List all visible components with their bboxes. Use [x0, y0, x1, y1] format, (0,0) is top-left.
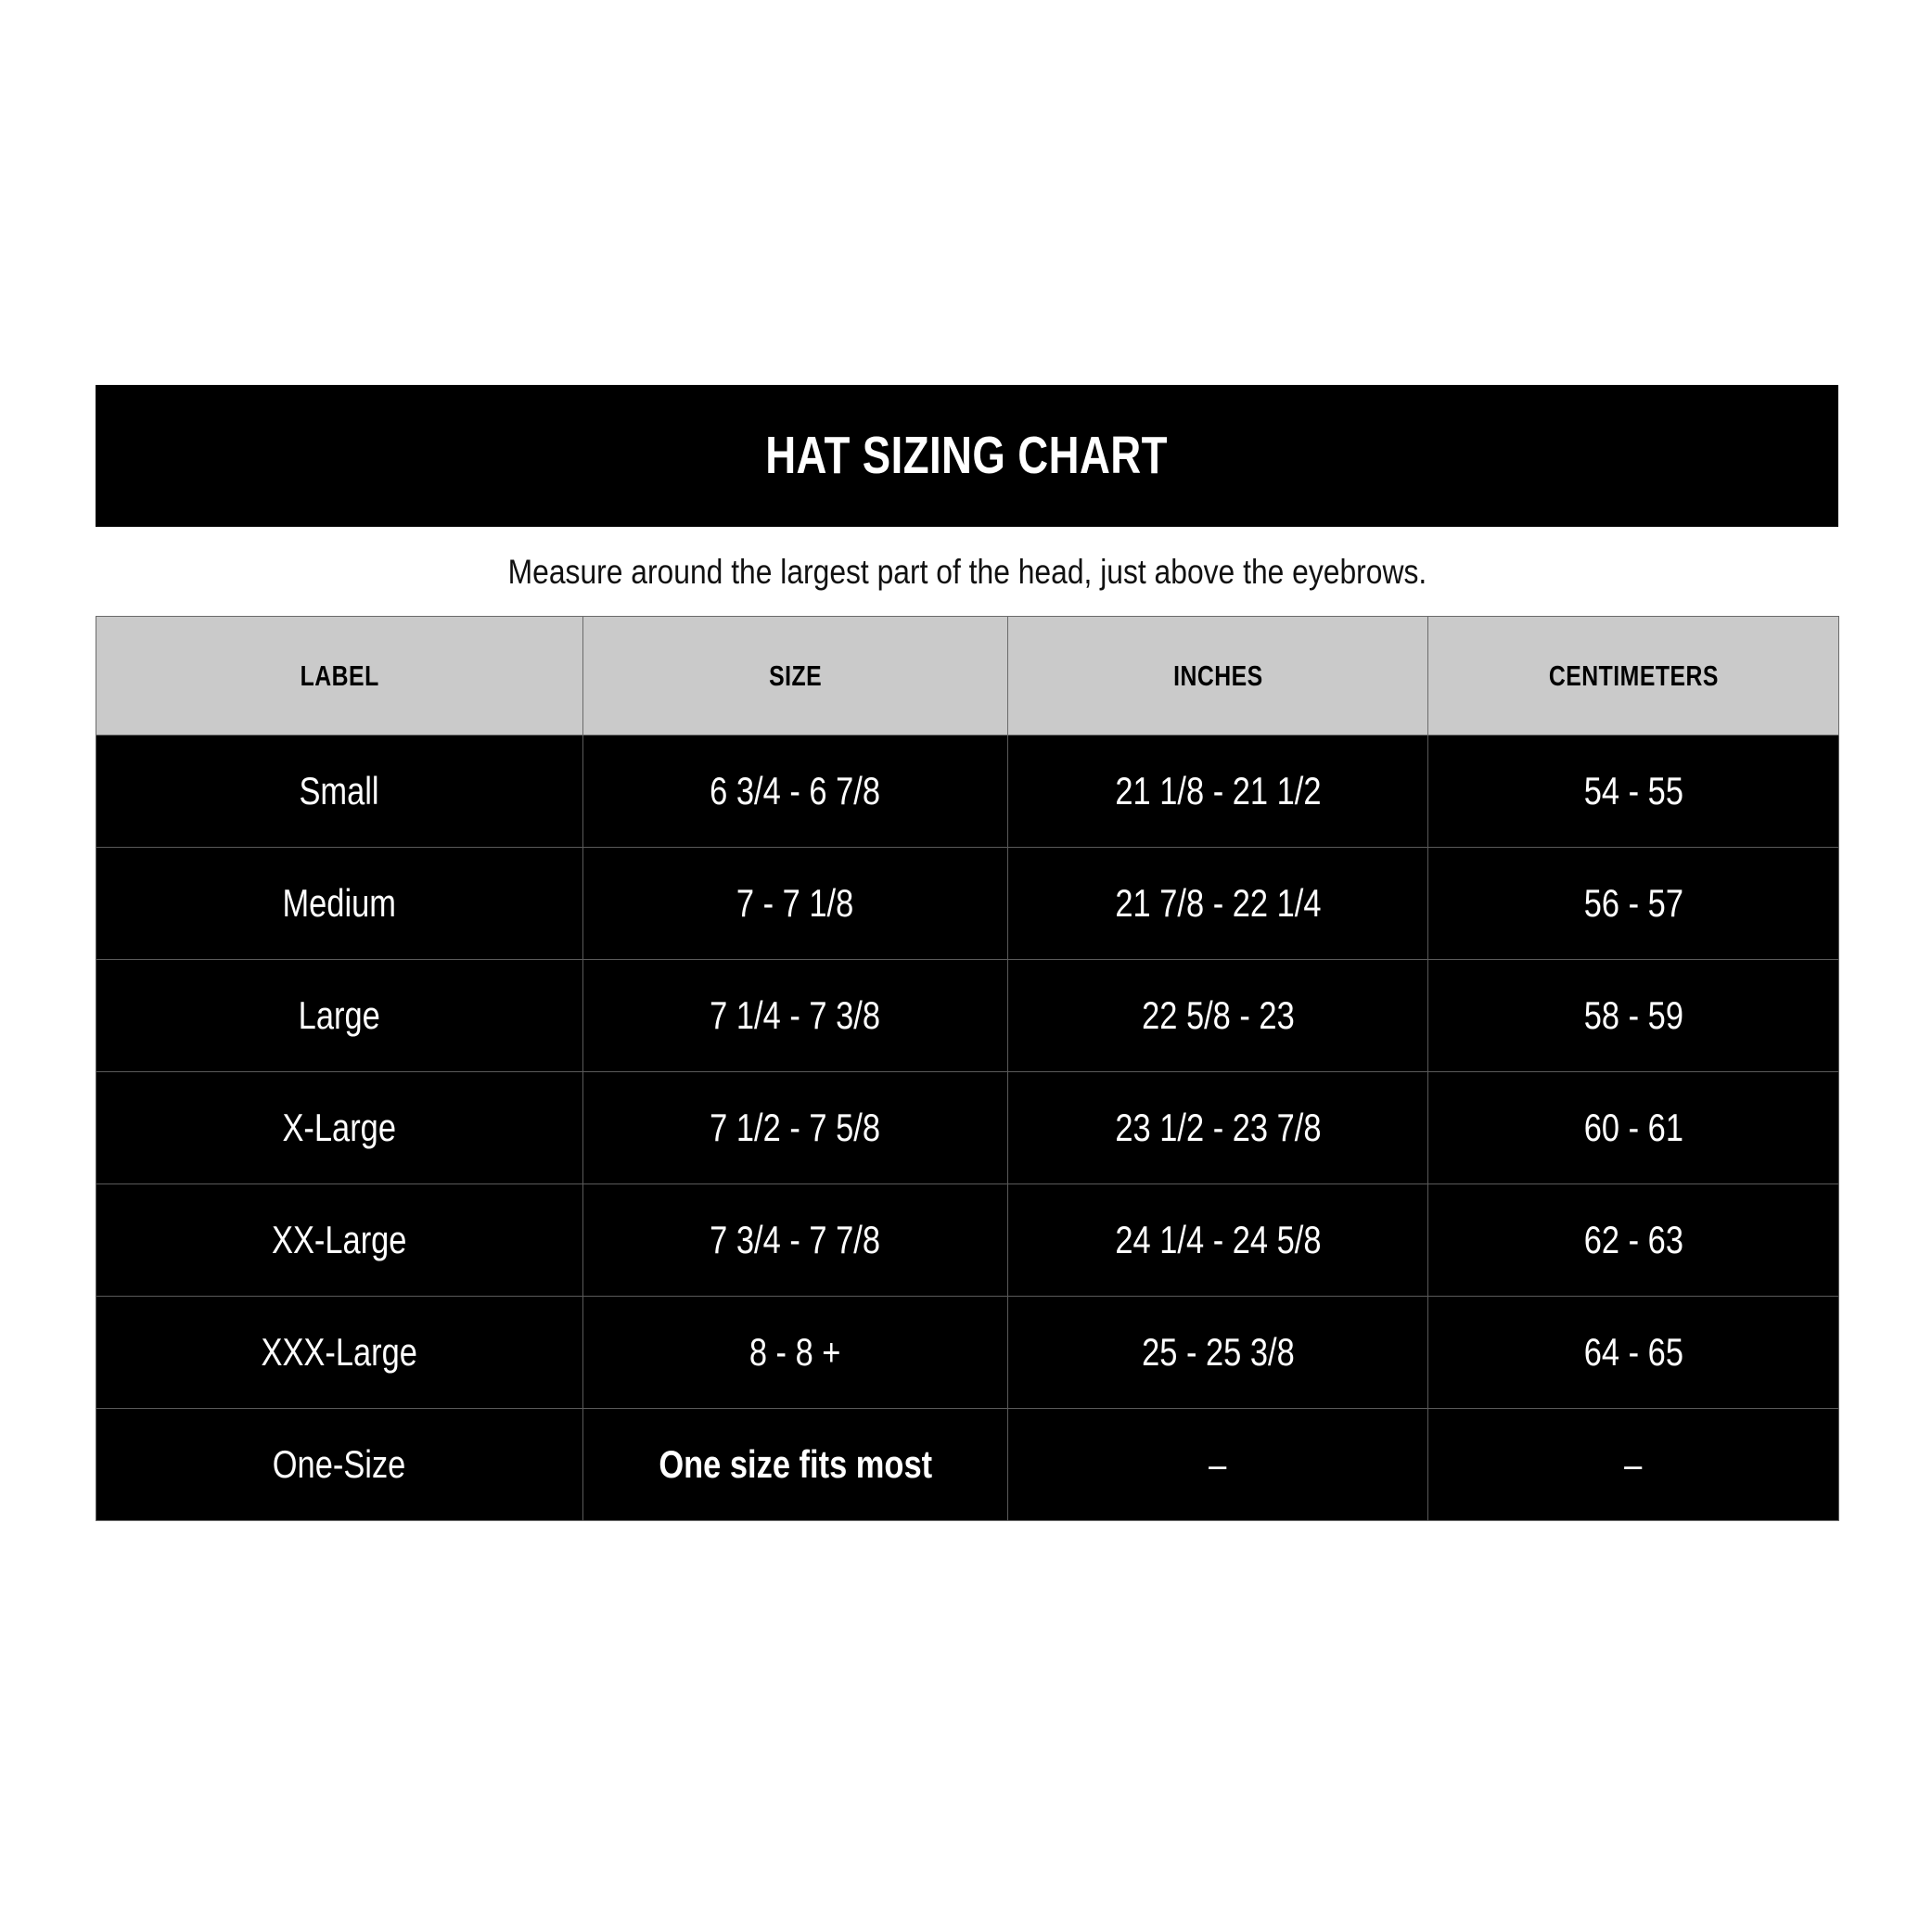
table-row: One-Size One size fits most – – — [96, 1408, 1839, 1521]
cell-label-text: Large — [298, 993, 381, 1037]
cell-label: Small — [96, 735, 583, 848]
cell-inches-text: 21 7/8 - 22 1/4 — [1114, 881, 1322, 925]
cell-size-text: One size fits most — [659, 1442, 932, 1486]
cell-label-text: XX-Large — [272, 1218, 407, 1261]
cell-size-text: 7 1/4 - 7 3/8 — [710, 993, 881, 1037]
cell-centimeters-text: 60 - 61 — [1583, 1106, 1683, 1149]
column-header-size-text: SIZE — [768, 659, 823, 692]
chart-subtitle-row: Measure around the largest part of the h… — [96, 527, 1838, 616]
table-row: XX-Large 7 3/4 - 7 7/8 24 1/4 - 24 5/8 6… — [96, 1184, 1839, 1297]
chart-title-banner: HAT SIZING CHART — [96, 385, 1838, 527]
table-header: LABEL SIZE INCHES CENTIMETERS — [96, 616, 1839, 736]
cell-label: XXX-Large — [96, 1296, 583, 1409]
cell-size: 8 - 8 + — [582, 1296, 1008, 1409]
cell-label: Large — [96, 959, 583, 1072]
column-header-inches: INCHES — [1007, 616, 1428, 736]
size-chart-table: LABEL SIZE INCHES CENTIMETERS Small — [96, 616, 1839, 1521]
cell-size: One size fits most — [582, 1408, 1008, 1521]
cell-centimeters-text: 58 - 59 — [1583, 993, 1683, 1037]
cell-size-text: 7 - 7 1/8 — [736, 881, 854, 925]
cell-size-text: 6 3/4 - 6 7/8 — [710, 769, 881, 812]
cell-inches: 22 5/8 - 23 — [1007, 959, 1428, 1072]
table-body: Small 6 3/4 - 6 7/8 21 1/8 - 21 1/2 54 -… — [96, 735, 1839, 1521]
measurement-instruction: Measure around the largest part of the h… — [507, 552, 1427, 591]
cell-centimeters-text: 54 - 55 — [1583, 769, 1683, 812]
table-row: Small 6 3/4 - 6 7/8 21 1/8 - 21 1/2 54 -… — [96, 735, 1839, 848]
cell-label: One-Size — [96, 1408, 583, 1521]
cell-size: 7 1/4 - 7 3/8 — [582, 959, 1008, 1072]
column-header-centimeters-text: CENTIMETERS — [1548, 659, 1719, 692]
page-title: HAT SIZING CHART — [765, 426, 1169, 485]
cell-inches: 23 1/2 - 23 7/8 — [1007, 1071, 1428, 1184]
cell-inches: 25 - 25 3/8 — [1007, 1296, 1428, 1409]
table-row: XXX-Large 8 - 8 + 25 - 25 3/8 64 - 65 — [96, 1296, 1839, 1409]
sizing-chart-card: HAT SIZING CHART Measure around the larg… — [96, 385, 1839, 1521]
column-header-label-text: LABEL — [300, 659, 379, 692]
cell-centimeters-text: – — [1624, 1442, 1643, 1486]
cell-centimeters-text: 56 - 57 — [1583, 881, 1683, 925]
column-header-size: SIZE — [582, 616, 1008, 736]
cell-centimeters-text: 64 - 65 — [1583, 1330, 1683, 1374]
cell-inches: 21 1/8 - 21 1/2 — [1007, 735, 1428, 848]
table-row: Medium 7 - 7 1/8 21 7/8 - 22 1/4 56 - 57 — [96, 847, 1839, 960]
cell-centimeters-text: 62 - 63 — [1583, 1218, 1683, 1261]
table-row: X-Large 7 1/2 - 7 5/8 23 1/2 - 23 7/8 60… — [96, 1071, 1839, 1184]
cell-inches: 24 1/4 - 24 5/8 — [1007, 1184, 1428, 1297]
cell-centimeters: 60 - 61 — [1427, 1071, 1839, 1184]
cell-inches: – — [1007, 1408, 1428, 1521]
table-row: Large 7 1/4 - 7 3/8 22 5/8 - 23 58 - 59 — [96, 959, 1839, 1072]
cell-label-text: One-Size — [273, 1442, 406, 1486]
cell-size: 7 3/4 - 7 7/8 — [582, 1184, 1008, 1297]
cell-inches: 21 7/8 - 22 1/4 — [1007, 847, 1428, 960]
cell-label: XX-Large — [96, 1184, 583, 1297]
cell-size: 6 3/4 - 6 7/8 — [582, 735, 1008, 848]
cell-size: 7 1/2 - 7 5/8 — [582, 1071, 1008, 1184]
table-header-row: LABEL SIZE INCHES CENTIMETERS — [96, 616, 1839, 736]
cell-size-text: 8 - 8 + — [749, 1330, 841, 1374]
cell-label: X-Large — [96, 1071, 583, 1184]
cell-centimeters: 56 - 57 — [1427, 847, 1839, 960]
cell-centimeters: 62 - 63 — [1427, 1184, 1839, 1297]
cell-size-text: 7 1/2 - 7 5/8 — [710, 1106, 881, 1149]
cell-inches-text: 24 1/4 - 24 5/8 — [1114, 1218, 1322, 1261]
cell-inches-text: 25 - 25 3/8 — [1141, 1330, 1295, 1374]
cell-centimeters: – — [1427, 1408, 1839, 1521]
cell-label: Medium — [96, 847, 583, 960]
cell-inches-text: 23 1/2 - 23 7/8 — [1114, 1106, 1322, 1149]
cell-inches-text: 21 1/8 - 21 1/2 — [1114, 769, 1322, 812]
column-header-centimeters: CENTIMETERS — [1427, 616, 1839, 736]
column-header-label: LABEL — [96, 616, 583, 736]
cell-size-text: 7 3/4 - 7 7/8 — [710, 1218, 881, 1261]
cell-centimeters: 58 - 59 — [1427, 959, 1839, 1072]
cell-centimeters: 64 - 65 — [1427, 1296, 1839, 1409]
cell-label-text: Medium — [282, 881, 397, 925]
cell-label-text: XXX-Large — [261, 1330, 418, 1374]
cell-inches-text: – — [1209, 1442, 1227, 1486]
cell-centimeters: 54 - 55 — [1427, 735, 1839, 848]
cell-inches-text: 22 5/8 - 23 — [1141, 993, 1295, 1037]
cell-label-text: Small — [299, 769, 380, 812]
cell-label-text: X-Large — [282, 1106, 397, 1149]
cell-size: 7 - 7 1/8 — [582, 847, 1008, 960]
column-header-inches-text: INCHES — [1172, 659, 1263, 692]
